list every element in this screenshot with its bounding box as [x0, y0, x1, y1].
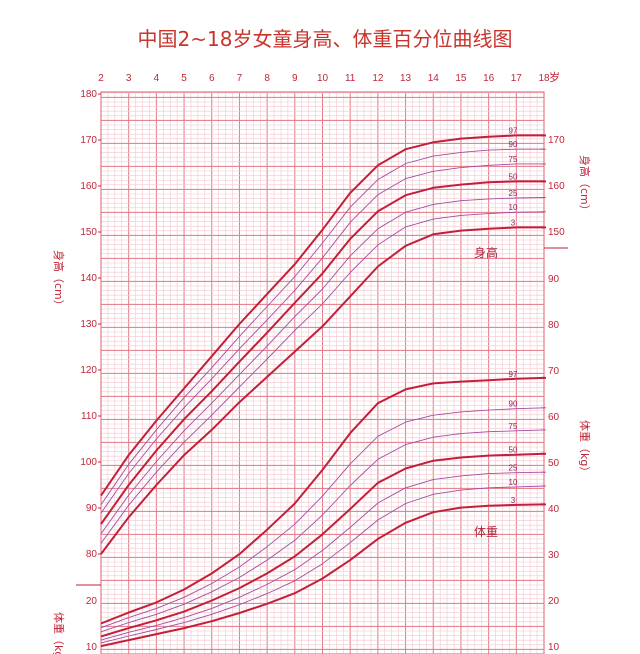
height-region-label: 身高 — [474, 245, 498, 260]
left-weight-tick-label: 10 — [86, 642, 98, 653]
right-weight-tick-label: 10 — [548, 642, 560, 653]
left-height-tick-label: 110 — [81, 411, 97, 422]
x-tick-label: 3 — [126, 73, 132, 84]
x-tick-label: 16 — [483, 73, 495, 84]
x-unit-label: 岁 — [549, 70, 560, 84]
weight-curve-p75 — [100, 429, 545, 633]
right-height-tick-label: 170 — [548, 135, 565, 146]
x-tick-label: 7 — [237, 73, 243, 84]
left-height-tick-label: 150 — [80, 227, 97, 238]
x-tick-label: 10 — [317, 73, 329, 84]
height-curve-p50 — [100, 180, 544, 525]
left-height-axis-label: 身高（cm） — [52, 250, 66, 311]
x-tick-label: 12 — [372, 73, 384, 84]
axis-ticks: 2 3 4 5 6 7 8 9 10 11 12 13 14 15 16 17 18 80 90 100 110 120 1… — [76, 73, 568, 653]
weight-label-p25: 25 — [509, 464, 518, 473]
left-height-tick-label: 170 — [80, 135, 97, 146]
x-tick-label: 14 — [428, 73, 440, 84]
right-height-tick-label: 150 — [548, 227, 565, 238]
height-label-p3: 3 — [511, 218, 516, 227]
height-curve-p25 — [100, 197, 545, 535]
right-height-tick-label: 160 — [548, 181, 565, 192]
weight-curve-p10 — [100, 485, 545, 644]
x-tick-label: 17 — [511, 73, 523, 84]
height-curve-p75 — [100, 163, 544, 514]
x-tick-label: 9 — [292, 73, 298, 84]
x-tick-label: 18 — [538, 73, 550, 84]
weight-label-p3: 3 — [511, 496, 516, 505]
height-curve-p97 — [100, 134, 544, 497]
weight-region-label: 体重 — [474, 525, 498, 539]
right-weight-tick-label: 60 — [548, 412, 560, 423]
left-weight-axis-label: 体重（kg） — [52, 612, 66, 654]
left-height-tick-label: 100 — [80, 457, 97, 468]
x-tick-label: 6 — [209, 73, 215, 84]
x-tick-label: 8 — [264, 73, 270, 84]
percentile-curves — [100, 134, 546, 648]
left-height-tick-label: 160 — [80, 181, 97, 192]
weight-curve-p3 — [100, 503, 545, 648]
right-weight-tick-label: 50 — [548, 458, 560, 469]
height-label-p75: 75 — [509, 155, 518, 164]
left-height-tick-label: 140 — [80, 273, 97, 284]
right-weight-tick-label: 40 — [548, 504, 560, 515]
x-tick-label: 15 — [455, 73, 467, 84]
weight-curve-p25 — [100, 471, 545, 641]
right-weight-tick-label: 30 — [548, 550, 560, 561]
height-label-p10: 10 — [509, 203, 518, 212]
height-curve-p90 — [100, 148, 544, 506]
weight-curve-p50 — [100, 452, 545, 638]
right-weight-tick-label: 90 — [548, 274, 560, 285]
right-weight-axis-label: 体重（kg） — [578, 420, 592, 477]
left-height-tick-label: 130 — [80, 319, 97, 330]
right-weight-tick-label: 80 — [548, 320, 560, 331]
weight-label-p90: 90 — [509, 400, 518, 409]
x-tick-label: 13 — [400, 73, 412, 84]
weight-curve-p90 — [100, 407, 545, 629]
curve-labels: 97 90 75 50 25 10 3 97 90 75 50 25 10 3 — [509, 126, 518, 504]
weight-label-p75: 75 — [509, 422, 518, 431]
weight-label-p50: 50 — [509, 446, 518, 455]
right-weight-tick-label: 70 — [548, 366, 560, 377]
height-label-p90: 90 — [509, 140, 518, 149]
x-tick-label: 4 — [154, 73, 160, 84]
left-height-tick-label: 90 — [86, 503, 98, 514]
right-height-axis-label: 身高（cm） — [578, 155, 592, 216]
chart-grid — [100, 91, 545, 654]
x-tick-label: 5 — [181, 73, 187, 84]
weight-label-p10: 10 — [509, 478, 518, 487]
left-weight-tick-label: 20 — [86, 596, 98, 607]
height-curve-p10 — [100, 211, 545, 544]
chart-title: 中国2~18岁女童身高、体重百分位曲线图 — [138, 27, 513, 51]
weight-curve-p97 — [100, 376, 545, 625]
left-height-tick-label: 120 — [80, 365, 97, 376]
height-label-p50: 50 — [509, 172, 518, 181]
plot-frame — [100, 91, 545, 654]
height-curve-p3 — [100, 226, 544, 555]
height-label-p97: 97 — [509, 126, 518, 135]
weight-label-p97: 97 — [509, 370, 518, 379]
x-tick-label: 11 — [345, 73, 356, 84]
height-label-p25: 25 — [509, 189, 518, 198]
x-tick-label: 2 — [98, 73, 104, 84]
right-weight-tick-label: 20 — [548, 596, 560, 607]
left-height-tick-label: 80 — [86, 549, 98, 560]
left-height-tick-label: 180 — [80, 89, 97, 100]
